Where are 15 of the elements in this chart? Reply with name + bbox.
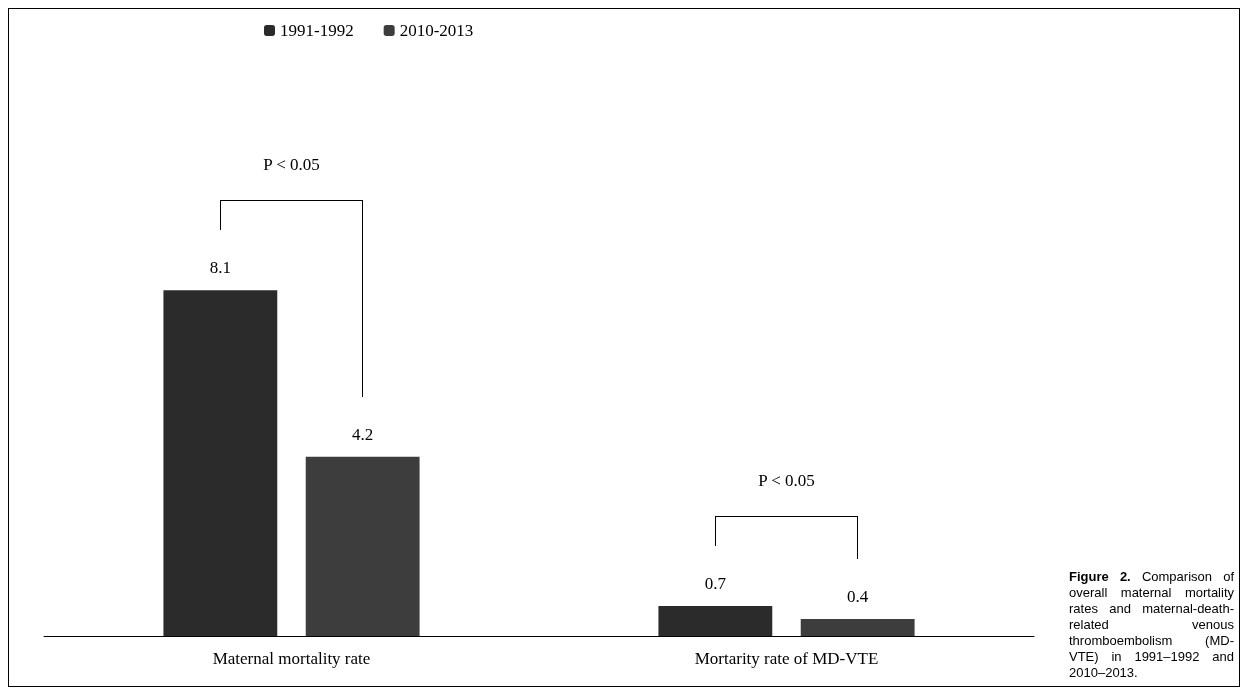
bar: [305, 456, 420, 636]
data-label: 0.4: [847, 586, 869, 606]
bar: [800, 618, 915, 636]
annotation: P < 0.05: [757, 471, 816, 492]
legend-label: 2010-2013: [399, 21, 474, 40]
data-label: 8.1: [209, 258, 231, 278]
bar: [163, 290, 278, 636]
text: P < 0.05: [262, 155, 321, 176]
caption: Figure 2. Comparison of overall maternal mortality rates and maternal-death-related venous thromboembolism (MD-VTE) in 1991–1992 and 2010–2013.: [1069, 569, 1234, 681]
legend-label: 1991-1992: [280, 21, 354, 40]
bar: [658, 606, 773, 636]
x-tick-label: Maternal mortality rate: [212, 649, 371, 668]
data-label: 0.7: [704, 574, 727, 594]
data-label: 4.2: [352, 424, 374, 444]
x-tick-label: Mortarity rate of MD-VTE: [694, 649, 879, 668]
